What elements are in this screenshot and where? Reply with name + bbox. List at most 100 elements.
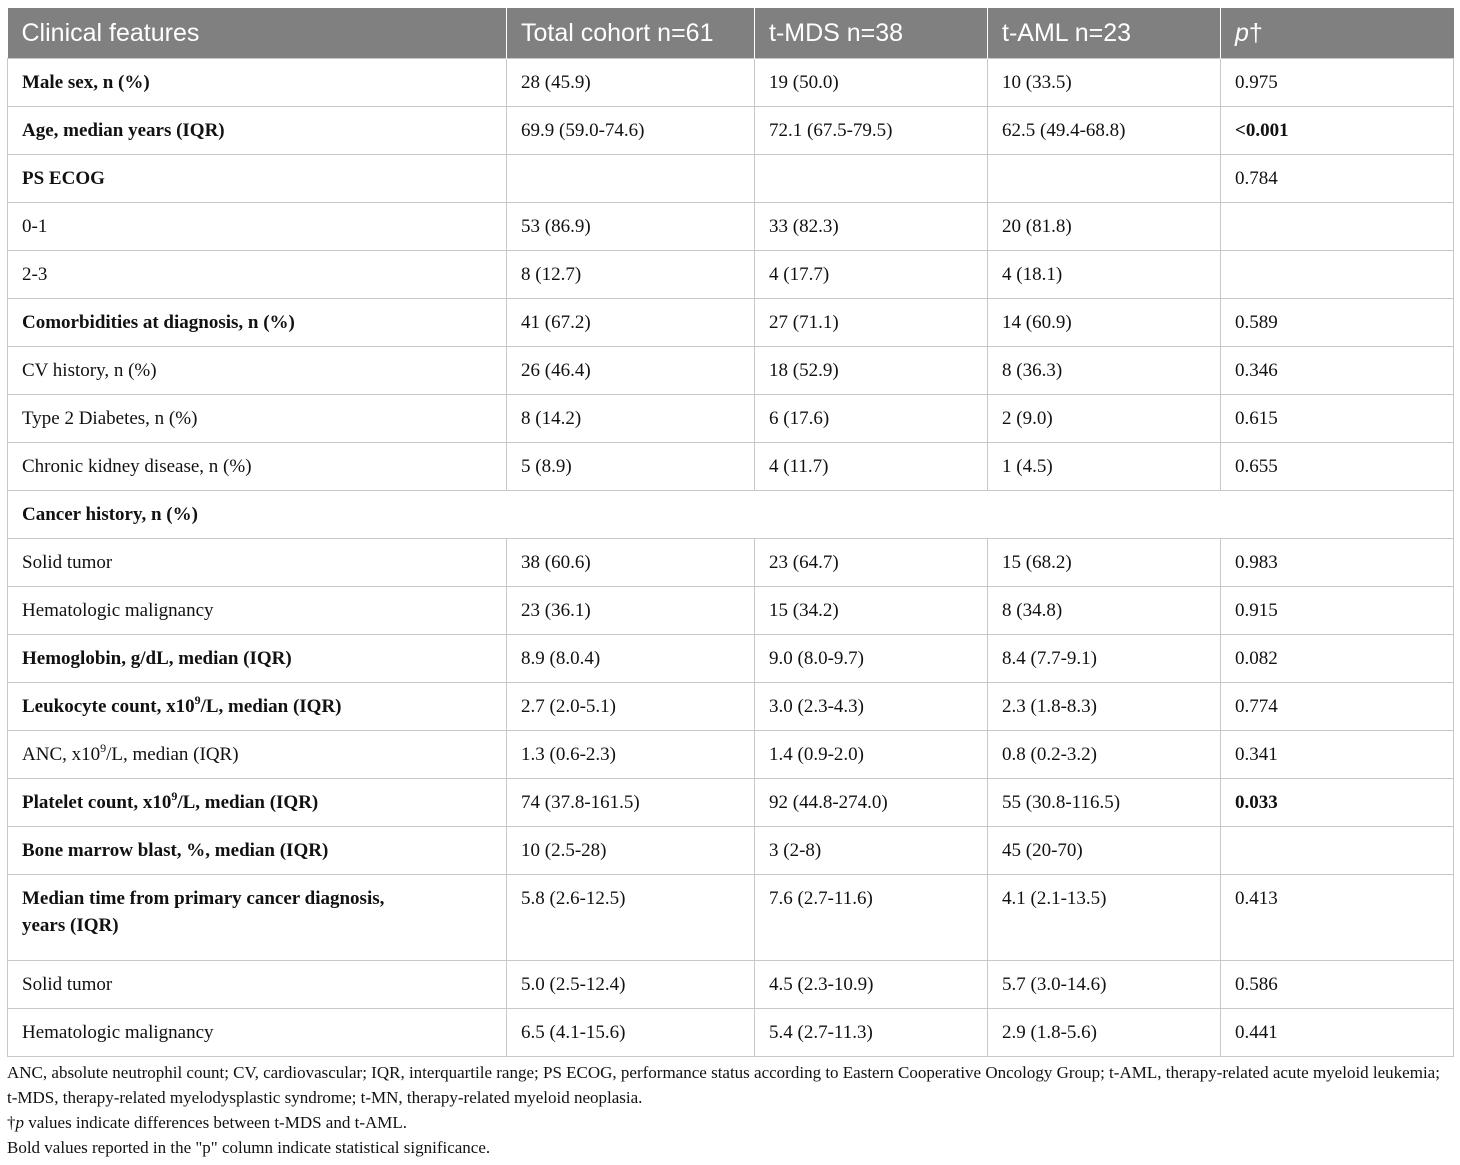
row-label: Chronic kidney disease, n (%) — [7, 442, 507, 491]
cell-p: 0.774 — [1220, 682, 1454, 731]
cell-total: 26 (46.4) — [506, 346, 755, 395]
table-row: Bone marrow blast, %, median (IQR) 10 (2… — [7, 826, 1454, 875]
cell-p: 0.589 — [1220, 298, 1454, 347]
cell-t-mds: 5.4 (2.7-11.3) — [754, 1008, 988, 1057]
cell-t-mds: 9.0 (8.0-9.7) — [754, 634, 988, 683]
row-label-line-1: Median time from primary cancer diagnosi… — [22, 888, 385, 909]
cell-p: 0.975 — [1220, 58, 1454, 107]
table-row: Hemoglobin, g/dL, median (IQR) 8.9 (8.0.… — [7, 634, 1454, 683]
cell-p — [1220, 826, 1454, 875]
row-label-superscript: 9 — [171, 788, 178, 803]
cell-t-mds: 23 (64.7) — [754, 538, 988, 587]
row-label: Hemoglobin, g/dL, median (IQR) — [7, 634, 507, 683]
cell-t-aml: 10 (33.5) — [987, 58, 1221, 107]
cell-t-mds: 4 (17.7) — [754, 250, 988, 299]
cell-p: 0.441 — [1220, 1008, 1454, 1057]
cell-p: 0.082 — [1220, 634, 1454, 683]
table-row: Hematologic malignancy 23 (36.1) 15 (34.… — [7, 586, 1454, 635]
table-row: PS ECOG 0.784 — [7, 154, 1454, 203]
table-section-row: Cancer history, n (%) — [7, 490, 1454, 539]
cell-total: 53 (86.9) — [506, 202, 755, 251]
row-label-line-2: years (IQR) — [22, 915, 119, 936]
row-label: 2-3 — [7, 250, 507, 299]
cell-t-mds: 3.0 (2.3-4.3) — [754, 682, 988, 731]
header-t-aml: t-AML n=23 — [987, 8, 1221, 59]
cell-p: 0.655 — [1220, 442, 1454, 491]
cell-t-aml — [987, 154, 1221, 203]
cell-total: 28 (45.9) — [506, 58, 755, 107]
table-row: 0-1 53 (86.9) 33 (82.3) 20 (81.8) — [7, 202, 1454, 251]
cell-total: 8 (12.7) — [506, 250, 755, 299]
row-label-text: Platelet count, x10 — [22, 792, 172, 813]
table-row: Leukocyte count, x109/L, median (IQR) 2.… — [7, 682, 1454, 731]
row-label: Comorbidities at diagnosis, n (%) — [7, 298, 507, 347]
header-p-value: p† — [1220, 8, 1454, 59]
cell-total: 2.7 (2.0-5.1) — [506, 682, 755, 731]
cell-t-aml: 4 (18.1) — [987, 250, 1221, 299]
table-row: Chronic kidney disease, n (%) 5 (8.9) 4 … — [7, 442, 1454, 491]
header-total-cohort: Total cohort n=61 — [506, 8, 755, 59]
cell-total: 41 (67.2) — [506, 298, 755, 347]
cell-p — [1220, 202, 1454, 251]
cell-t-aml: 2 (9.0) — [987, 394, 1221, 443]
row-label-text: /L, median (IQR) — [106, 744, 239, 765]
cell-t-aml: 2.3 (1.8-8.3) — [987, 682, 1221, 731]
cell-t-mds: 18 (52.9) — [754, 346, 988, 395]
row-label: 0-1 — [7, 202, 507, 251]
row-label-text: Leukocyte count, x10 — [22, 696, 195, 717]
cell-t-mds: 1.4 (0.9-2.0) — [754, 730, 988, 779]
cell-total: 8.9 (8.0.4) — [506, 634, 755, 683]
cell-p: 0.784 — [1220, 154, 1454, 203]
footnote-dagger-text: values indicate differences between t-MD… — [24, 1113, 408, 1132]
cell-p: 0.341 — [1220, 730, 1454, 779]
table-row: Median time from primary cancer diagnosi… — [7, 874, 1454, 961]
footnote-dagger-symbol: † — [7, 1113, 16, 1132]
cell-total: 10 (2.5-28) — [506, 826, 755, 875]
cell-t-aml: 8.4 (7.7-9.1) — [987, 634, 1221, 683]
row-label: Solid tumor — [7, 960, 507, 1009]
cell-t-aml: 4.1 (2.1-13.5) — [987, 874, 1221, 961]
row-label: Solid tumor — [7, 538, 507, 587]
cell-t-mds: 3 (2-8) — [754, 826, 988, 875]
cell-t-mds: 7.6 (2.7-11.6) — [754, 874, 988, 961]
row-label-text: /L, median (IQR) — [177, 792, 319, 813]
cell-p-significant: 0.033 — [1220, 778, 1454, 827]
table-row: Solid tumor 38 (60.6) 23 (64.7) 15 (68.2… — [7, 538, 1454, 587]
cell-t-mds — [754, 154, 988, 203]
cell-p: 0.346 — [1220, 346, 1454, 395]
header-clinical-features: Clinical features — [7, 8, 507, 59]
cell-t-aml: 20 (81.8) — [987, 202, 1221, 251]
cell-t-mds: 4 (11.7) — [754, 442, 988, 491]
cell-t-mds: 33 (82.3) — [754, 202, 988, 251]
footnote-bold-note: Bold values reported in the "p" column i… — [7, 1138, 491, 1157]
cell-total: 5.8 (2.6-12.5) — [506, 874, 755, 961]
row-label: Median time from primary cancer diagnosi… — [7, 874, 507, 961]
row-label: Hematologic malignancy — [7, 1008, 507, 1057]
cell-p-significant: <0.001 — [1220, 106, 1454, 155]
table-row: Male sex, n (%) 28 (45.9) 19 (50.0) 10 (… — [7, 58, 1454, 107]
cell-t-aml: 15 (68.2) — [987, 538, 1221, 587]
cell-t-mds: 92 (44.8-274.0) — [754, 778, 988, 827]
footnote-dagger: †p values indicate differences between t… — [7, 1110, 1453, 1135]
cell-t-aml: 5.7 (3.0-14.6) — [987, 960, 1221, 1009]
cell-t-aml: 55 (30.8-116.5) — [987, 778, 1221, 827]
cell-t-mds: 27 (71.1) — [754, 298, 988, 347]
cell-p: 0.413 — [1220, 874, 1454, 961]
table-footnotes: ANC, absolute neutrophil count; CV, card… — [7, 1060, 1453, 1160]
table-row: Type 2 Diabetes, n (%) 8 (14.2) 6 (17.6)… — [7, 394, 1454, 443]
cell-t-mds: 15 (34.2) — [754, 586, 988, 635]
header-t-mds: t-MDS n=38 — [754, 8, 988, 59]
cell-t-mds: 4.5 (2.3-10.9) — [754, 960, 988, 1009]
row-label-text: ANC, x10 — [22, 744, 101, 765]
cell-t-aml: 45 (20-70) — [987, 826, 1221, 875]
cell-total: 5.0 (2.5-12.4) — [506, 960, 755, 1009]
cell-total: 38 (60.6) — [506, 538, 755, 587]
cell-p — [1220, 250, 1454, 299]
cell-p: 0.915 — [1220, 586, 1454, 635]
section-label: Cancer history, n (%) — [7, 490, 1454, 539]
row-label-superscript: 9 — [100, 740, 107, 755]
cell-t-mds: 72.1 (67.5-79.5) — [754, 106, 988, 155]
cell-t-aml: 8 (34.8) — [987, 586, 1221, 635]
cell-total: 5 (8.9) — [506, 442, 755, 491]
cell-total: 1.3 (0.6-2.3) — [506, 730, 755, 779]
